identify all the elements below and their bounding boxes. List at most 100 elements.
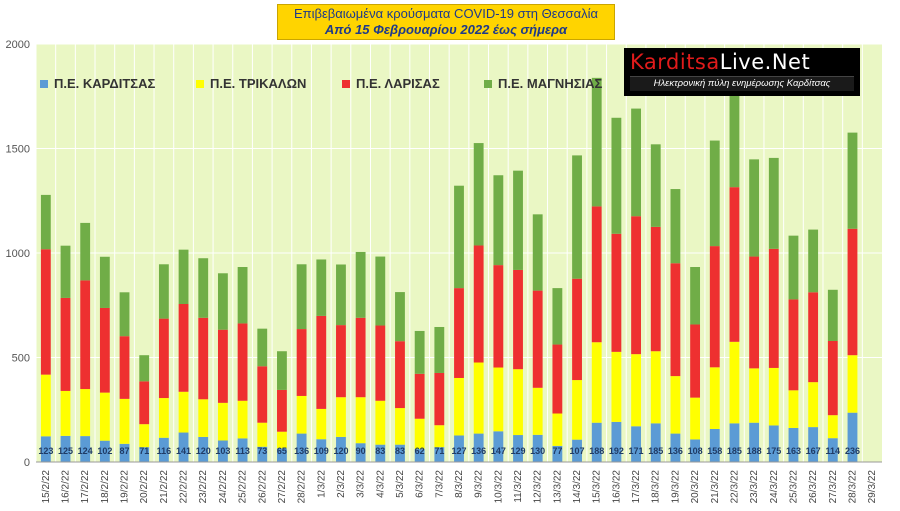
logo-brand-red: Karditsa xyxy=(630,50,720,74)
bar-karditsa xyxy=(99,440,110,462)
legend-swatch xyxy=(342,79,350,88)
data-label-karditsa: 192 xyxy=(609,446,624,456)
bar-trikala xyxy=(611,351,622,422)
bar-larisa xyxy=(60,297,71,391)
y-tick-label: 500 xyxy=(12,353,30,365)
x-tick-label: 21/2/22 xyxy=(159,470,170,504)
bar-trikala xyxy=(670,376,681,434)
data-label-karditsa: 114 xyxy=(826,446,841,456)
bar-larisa xyxy=(257,366,268,423)
x-tick-label: 11/3/22 xyxy=(513,470,524,503)
bar-magnisia xyxy=(60,245,71,298)
legend-item-karditsa: Π.Ε. ΚΑΡΔΙΤΣΑΣ xyxy=(40,76,155,91)
data-label-karditsa: 83 xyxy=(375,446,385,456)
bar-larisa xyxy=(375,325,386,401)
data-label-karditsa: 129 xyxy=(511,446,526,456)
bar-trikala xyxy=(355,397,366,444)
bar-larisa xyxy=(749,256,760,369)
x-tick-label: 2/3/22 xyxy=(336,470,347,498)
bar-magnisia xyxy=(336,264,346,326)
bar-trikala xyxy=(139,424,150,448)
bar-magnisia xyxy=(237,267,248,324)
bar-karditsa xyxy=(611,421,622,462)
bar-trikala xyxy=(808,382,819,428)
bar-trikala xyxy=(454,377,464,436)
bar-karditsa xyxy=(591,422,602,462)
bar-karditsa xyxy=(277,448,287,462)
bar-magnisia xyxy=(434,326,445,373)
bar-magnisia xyxy=(80,222,91,281)
x-tick-label: 19/3/22 xyxy=(670,470,681,504)
bar-trikala xyxy=(473,362,484,434)
bar-karditsa xyxy=(414,449,425,462)
bar-karditsa xyxy=(670,433,681,462)
bar-larisa xyxy=(493,265,504,368)
bar-magnisia xyxy=(611,117,622,234)
bar-larisa xyxy=(532,290,543,388)
bar-karditsa xyxy=(473,433,484,462)
bar-karditsa xyxy=(709,428,720,462)
bar-magnisia xyxy=(729,74,740,188)
bar-magnisia xyxy=(513,170,523,270)
bar-larisa xyxy=(119,336,130,399)
chart-title: Επιβεβαιωμένα κρούσματα COVID-19 στη Θεσ… xyxy=(293,6,599,21)
bar-karditsa xyxy=(768,425,779,462)
bar-trikala xyxy=(40,374,51,437)
bar-larisa xyxy=(572,278,582,381)
x-tick-label: 15/3/22 xyxy=(592,470,603,504)
bar-karditsa xyxy=(40,436,51,462)
bar-trikala xyxy=(60,390,71,436)
bar-larisa xyxy=(552,344,563,414)
bar-magnisia xyxy=(552,288,563,345)
x-tick-label: 20/2/22 xyxy=(139,470,150,504)
x-tick-label: 29/3/22 xyxy=(867,470,878,504)
y-tick-label: 2000 xyxy=(6,39,30,51)
bar-trikala xyxy=(591,342,602,423)
bar-karditsa xyxy=(552,445,563,462)
bar-karditsa xyxy=(454,435,464,462)
x-tick-label: 24/2/22 xyxy=(218,470,229,504)
bar-larisa xyxy=(414,373,425,419)
bar-trikala xyxy=(729,341,740,424)
bar-larisa xyxy=(355,317,366,398)
legend-item-trikala: Π.Ε. ΤΡΙΚΑΛΩΝ xyxy=(196,76,306,91)
x-tick-label: 12/3/22 xyxy=(533,470,544,504)
data-label-karditsa: 236 xyxy=(845,446,860,456)
bar-karditsa xyxy=(336,436,346,462)
data-label-karditsa: 127 xyxy=(451,446,466,456)
y-tick-label: 1000 xyxy=(6,248,30,260)
bar-magnisia xyxy=(395,292,405,342)
bar-karditsa xyxy=(395,444,405,462)
bar-trikala xyxy=(552,413,563,446)
bar-karditsa xyxy=(808,427,819,462)
bar-larisa xyxy=(217,329,228,403)
data-label-karditsa: 113 xyxy=(235,446,250,456)
bar-larisa xyxy=(434,372,445,426)
bar-larisa xyxy=(808,292,819,383)
bar-larisa xyxy=(336,325,346,398)
bar-magnisia xyxy=(473,143,484,246)
data-label-karditsa: 136 xyxy=(471,446,486,456)
bar-larisa xyxy=(178,303,189,392)
x-tick-label: 27/3/22 xyxy=(828,470,839,504)
bar-larisa xyxy=(847,228,858,356)
bar-trikala xyxy=(237,400,248,439)
bar-karditsa xyxy=(316,439,327,462)
bar-trikala xyxy=(768,367,779,426)
chart-subtitle: Από 15 Φεβρουαρίου 2022 έως σήμερα xyxy=(324,22,568,37)
bar-larisa xyxy=(650,226,661,352)
logo-tagline: Ηλεκτρονική πύλη ενημέρωσης Καρδίτσας xyxy=(630,76,854,91)
x-axis: 15/2/22 16/2/22 17/2/22 18/2/22 19/2/22 20/2/… xyxy=(41,470,878,504)
x-tick-label: 24/3/22 xyxy=(769,470,780,504)
bar-trikala xyxy=(99,392,110,441)
bar-larisa xyxy=(395,341,405,409)
x-tick-label: 23/3/22 xyxy=(749,470,760,504)
bar-magnisia xyxy=(591,77,602,207)
bar-trikala xyxy=(296,395,307,434)
bar-karditsa xyxy=(532,434,543,462)
bar-trikala xyxy=(493,367,504,432)
logo-brand-suffix: .Net xyxy=(764,50,811,74)
bar-larisa xyxy=(709,246,720,368)
bar-magnisia xyxy=(808,229,819,293)
